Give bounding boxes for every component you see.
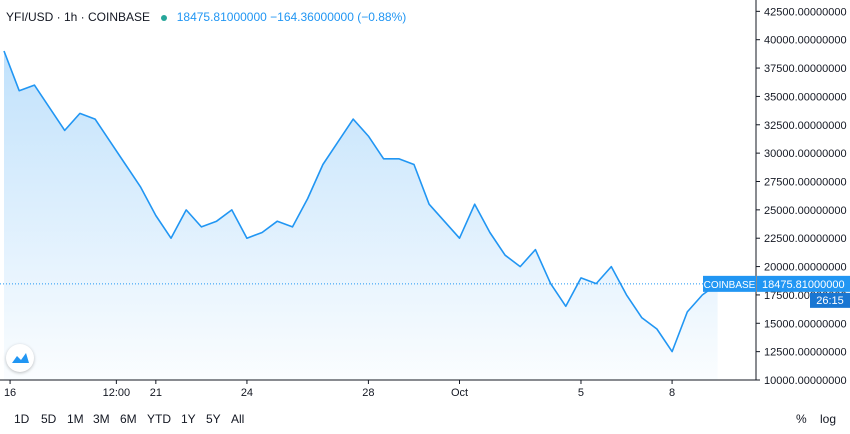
y-tick-label: 12500.00000000 (764, 347, 847, 359)
x-tick-label: 24 (241, 387, 253, 399)
y-tick-label: 15000.00000000 (764, 318, 847, 330)
countdown-bg (810, 292, 850, 308)
y-tick-label: 27500.00000000 (764, 176, 847, 188)
timeframe-1y[interactable]: 1Y (181, 412, 196, 426)
y-tick-label: 40000.00000000 (764, 35, 847, 47)
exchange-tag-bg (703, 275, 756, 292)
y-tick-label: 42500.00000000 (764, 6, 847, 18)
chart-header: YFI/USD · 1h · COINBASE 18475.81000000 −… (6, 10, 406, 24)
y-tick-label: 22500.00000000 (764, 233, 847, 245)
timeframe-5d[interactable]: 5D (41, 412, 57, 426)
percent-scale-toggle[interactable]: % (796, 412, 807, 426)
price-tag-bg (757, 275, 850, 292)
x-tick-label: Oct (451, 387, 468, 399)
timeframe-6m[interactable]: 6M (120, 412, 137, 426)
x-tick-label: 28 (362, 387, 374, 399)
x-tick-label: 12:00 (103, 387, 131, 399)
countdown-label: 26:15 (816, 295, 844, 307)
timeframe-1d[interactable]: 1D (14, 412, 30, 426)
market-status-dot (161, 14, 168, 21)
price-values: 18475.81000000 −164.36000000 (−0.88%) (176, 10, 407, 24)
x-tick-label: 5 (578, 387, 584, 399)
y-tick-label: 35000.00000000 (764, 91, 847, 103)
y-tick-label: 32500.00000000 (764, 120, 847, 132)
symbol-label: YFI/USD · 1h · COINBASE (6, 10, 151, 24)
x-tick-label: 16 (4, 387, 16, 399)
price-tag-label: 18475.81000000 (762, 279, 845, 291)
timeframe-5y[interactable]: 5Y (206, 412, 221, 426)
log-scale-toggle[interactable]: log (820, 412, 837, 426)
price-chart[interactable]: 42500.00000000 40000.00000000 37500.000000… (0, 0, 850, 402)
x-tick-label: 8 (669, 387, 675, 399)
y-tick-label: 20000.00000000 (764, 262, 847, 274)
y-tick-label: 30000.00000000 (764, 148, 847, 160)
timeframe-all[interactable]: All (231, 412, 245, 426)
bottom-toolbar: 1D 5D 1M 3M 6M YTD 1Y 5Y All % log (0, 402, 850, 434)
price-line (3, 50, 719, 353)
timeframe-ytd[interactable]: YTD (147, 412, 171, 426)
y-tick-label: 25000.00000000 (764, 205, 847, 217)
price-area-fill (4, 51, 718, 380)
y-tick-label: 37500.00000000 (764, 63, 847, 75)
x-tick-label: 21 (150, 387, 162, 399)
exchange-tag-label: COINBASE (704, 280, 756, 291)
timeframe-3m[interactable]: 3M (93, 412, 110, 426)
tradingview-logo-icon[interactable] (6, 344, 34, 372)
timeframe-1m[interactable]: 1M (67, 412, 84, 426)
y-tick-label: 10000.00000000 (764, 375, 847, 387)
